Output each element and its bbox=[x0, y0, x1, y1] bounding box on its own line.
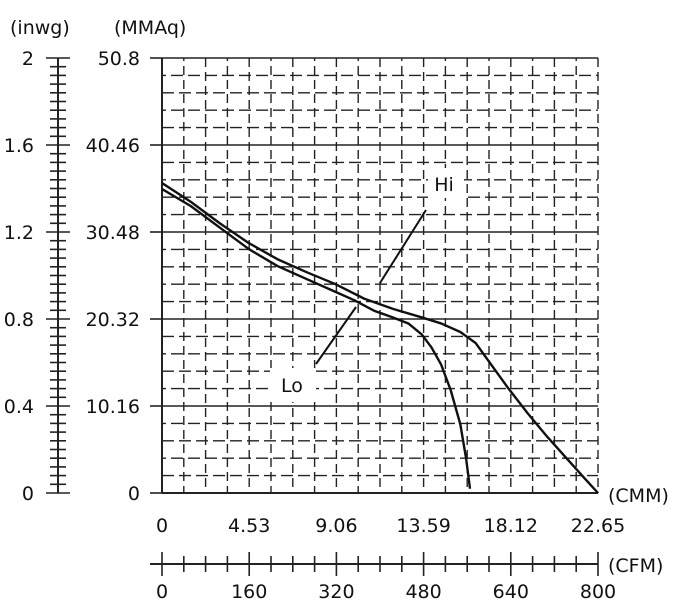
cmm-tick-label: 9.06 bbox=[315, 515, 357, 537]
hi-leader-line bbox=[379, 209, 427, 284]
series-hi-line bbox=[161, 182, 599, 494]
cmm-tick-label: 22.65 bbox=[571, 515, 625, 537]
chart-axes bbox=[46, 57, 599, 576]
inwg-tick-label: 0.8 bbox=[4, 309, 34, 331]
cfm-tick-label: 0 bbox=[156, 581, 168, 603]
lo-label: Lo bbox=[281, 375, 303, 397]
inwg-tick-label: 0.4 bbox=[4, 396, 34, 418]
lo-label-box bbox=[270, 368, 316, 402]
chart-grid bbox=[161, 57, 599, 494]
mmaq-unit-label: (MMAq) bbox=[114, 17, 186, 39]
cmm-tick-label: 0 bbox=[156, 515, 168, 537]
chart-labels: 2 1.6 1.2 0.8 0.4 0 (inwg) 50.8 40.46 30.48 20.32 1… bbox=[4, 17, 669, 603]
inwg-tick-label: 1.2 bbox=[4, 222, 34, 244]
cfm-tick-label: 480 bbox=[405, 581, 441, 603]
series-lo-line bbox=[161, 187, 472, 489]
mmaq-tick-label: 20.32 bbox=[86, 309, 140, 331]
mmaq-tick-label: 0 bbox=[128, 483, 140, 505]
mmaq-tick-label: 50.8 bbox=[98, 48, 140, 70]
mmaq-tick-label: 40.46 bbox=[86, 135, 140, 157]
mmaq-tick-label: 10.16 bbox=[86, 396, 140, 418]
hi-label: Hi bbox=[434, 174, 454, 196]
cmm-tick-label: 13.59 bbox=[396, 515, 450, 537]
mmaq-tick-label: 30.48 bbox=[86, 222, 140, 244]
cfm-tick-label: 800 bbox=[580, 581, 616, 603]
cmm-tick-label: 18.12 bbox=[484, 515, 538, 537]
cfm-tick-label: 160 bbox=[231, 581, 267, 603]
inwg-unit-label: (inwg) bbox=[10, 17, 70, 39]
inwg-tick-label: 0 bbox=[22, 483, 34, 505]
hi-label-box bbox=[428, 168, 464, 198]
cfm-tick-label: 320 bbox=[318, 581, 354, 603]
inwg-tick-label: 2 bbox=[22, 48, 34, 70]
lo-leader-line bbox=[315, 306, 357, 365]
cmm-unit-label: (CMM) bbox=[608, 485, 669, 507]
inwg-tick-label: 1.6 bbox=[4, 135, 34, 157]
chart-curves bbox=[161, 182, 599, 494]
cmm-tick-label: 4.53 bbox=[228, 515, 270, 537]
cfm-tick-label: 640 bbox=[493, 581, 529, 603]
cfm-unit-label: (CFM) bbox=[608, 555, 663, 577]
